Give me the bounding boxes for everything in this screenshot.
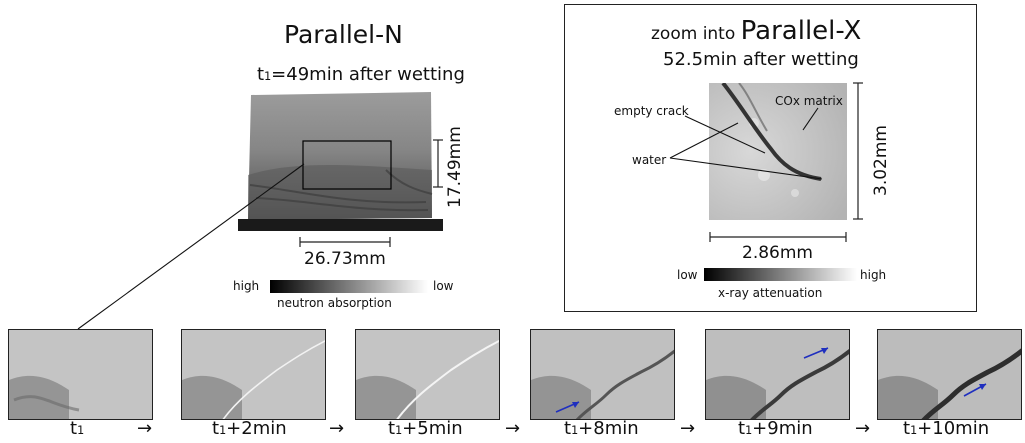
water-label: water: [632, 153, 667, 167]
xray-zoom-image: [709, 83, 847, 220]
parallel-n-time-caption: t1=49min after wetting: [257, 64, 465, 85]
xray-colorbar: [704, 268, 857, 281]
time-label-2: t1+2min: [212, 418, 287, 439]
frame-image: [706, 330, 849, 419]
empty-crack-label: empty crack: [614, 104, 689, 118]
time-suffix: +10min: [917, 418, 990, 439]
time-suffix: +8min: [578, 418, 639, 439]
frame-image: [531, 330, 674, 419]
parallel-x-height-label: 3.02mm: [871, 125, 891, 196]
time-frame-2: [181, 329, 326, 420]
time-suffix: +2min: [226, 418, 287, 439]
wet-streaks: [249, 169, 433, 212]
frame-image: [182, 330, 325, 419]
xray-scale-title: x-ray attenuation: [718, 286, 823, 300]
parallel-n-dimension-lines: [299, 139, 443, 247]
neutron-scale-title: neutron absorption: [277, 296, 392, 310]
time-subscript: 1: [264, 70, 272, 83]
time-base: t: [212, 418, 220, 439]
parallel-x-panel: [564, 4, 977, 312]
time-arrow-1: →: [137, 418, 153, 439]
time-symbol: t: [257, 64, 265, 85]
frame-image: [878, 330, 1021, 419]
time-base: t: [388, 418, 396, 439]
sample-base: [238, 219, 443, 231]
xray-bright-spot: [758, 169, 770, 181]
zoom-connector-line: [77, 163, 305, 330]
time-frame-6: [877, 329, 1022, 420]
marker-arrowhead: [572, 402, 579, 408]
marker-arrowhead: [979, 384, 986, 390]
parallel-n-height-label: 17.49mm: [445, 126, 465, 208]
xray-scale-high-label: high: [860, 268, 887, 282]
wet-zone: [248, 165, 432, 220]
time-sub: 1: [745, 424, 753, 437]
xray-water-filled-crack: [738, 83, 768, 132]
time-suffix: +5min: [402, 418, 463, 439]
marker-arrowhead: [821, 348, 828, 354]
time-arrow-2: →: [329, 418, 345, 439]
time-label-1: t1: [70, 418, 84, 439]
parallel-x-title: zoom into Parallel-X: [651, 16, 861, 46]
time-frame-3: [355, 329, 500, 420]
parallel-x-annotations: [669, 82, 863, 242]
time-suffix: =49min after wetting: [271, 64, 465, 85]
neutron-radiograph-image: [238, 92, 443, 231]
time-sub: 1: [395, 424, 403, 437]
time-sub: 1: [219, 424, 227, 437]
time-suffix: +9min: [752, 418, 813, 439]
cox-matrix-label: COx matrix: [775, 94, 843, 108]
time-base: t: [564, 418, 572, 439]
parallel-x-width-label: 2.86mm: [742, 243, 813, 263]
time-label-6: t1+10min: [903, 418, 989, 439]
xray-bright-spot: [791, 189, 799, 197]
xray-matrix: [709, 83, 847, 220]
xray-crack: [721, 83, 822, 181]
frame-image: [9, 330, 152, 419]
time-arrow-5: →: [855, 418, 871, 439]
time-label-3: t1+5min: [388, 418, 463, 439]
parallel-x-title-prefix: zoom into: [651, 24, 741, 44]
xray-scale-low-label: low: [677, 268, 698, 282]
neutron-scale-high-label: high: [233, 279, 260, 293]
time-base: t: [738, 418, 746, 439]
time-base: t: [70, 418, 78, 439]
time-sub: 1: [910, 424, 918, 437]
time-frame-1: [8, 329, 153, 420]
time-frame-4: [530, 329, 675, 420]
parallel-x-subtitle: 52.5min after wetting: [663, 49, 859, 70]
time-label-5: t1+9min: [738, 418, 813, 439]
parallel-n-width-label: 26.73mm: [304, 249, 386, 269]
time-arrow-4: →: [680, 418, 696, 439]
neutron-scale-low-label: low: [433, 279, 454, 293]
time-frame-5: [705, 329, 850, 420]
parallel-x-title-main: Parallel-X: [740, 16, 862, 46]
parallel-n-title: Parallel-N: [284, 20, 403, 49]
frame-image: [356, 330, 499, 419]
time-label-4: t1+8min: [564, 418, 639, 439]
time-sub: 1: [571, 424, 579, 437]
time-arrow-3: →: [505, 418, 521, 439]
time-sub: 1: [77, 424, 85, 437]
neutron-colorbar: [270, 280, 428, 293]
time-base: t: [903, 418, 911, 439]
